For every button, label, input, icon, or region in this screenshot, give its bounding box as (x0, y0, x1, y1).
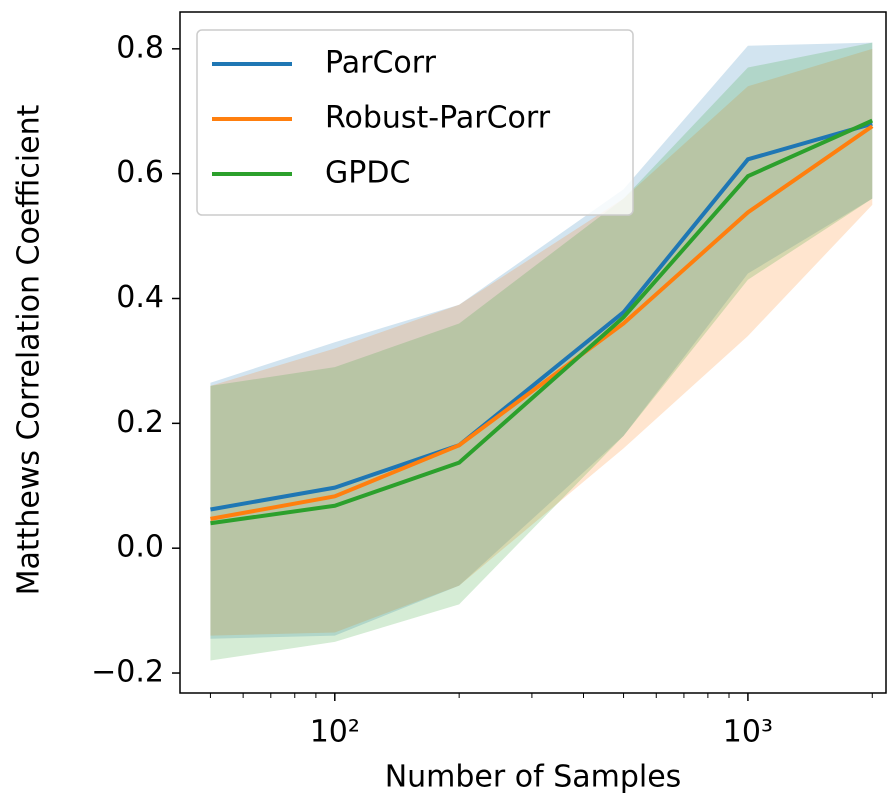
y-tick-label: 0.6 (116, 155, 164, 190)
plot (210, 42, 874, 661)
y-axis-label: Matthews Correlation Coefficient (12, 104, 47, 595)
y-tick-label: −0.2 (91, 655, 164, 690)
legend-label: ParCorr (325, 46, 437, 81)
confidence-band (210, 48, 873, 636)
confidence-band (210, 42, 873, 661)
x-axis-label: Number of Samples (385, 760, 682, 795)
y-tick-label: 0.2 (116, 405, 164, 440)
legend-label: Robust-ParCorr (325, 101, 551, 136)
y-tick-label: 0.8 (116, 30, 164, 65)
x-tick-label: 10² (310, 715, 360, 750)
legend-box (196, 29, 634, 216)
x-tick-label: 10³ (723, 715, 773, 750)
series-line (210, 124, 874, 521)
series-line (210, 118, 874, 526)
plot-frame (179, 11, 887, 694)
y-tick-label: 0.0 (116, 530, 164, 565)
legend-label: GPDC (325, 156, 410, 191)
series-line (210, 121, 873, 512)
y-tick-label: 0.4 (116, 280, 164, 315)
